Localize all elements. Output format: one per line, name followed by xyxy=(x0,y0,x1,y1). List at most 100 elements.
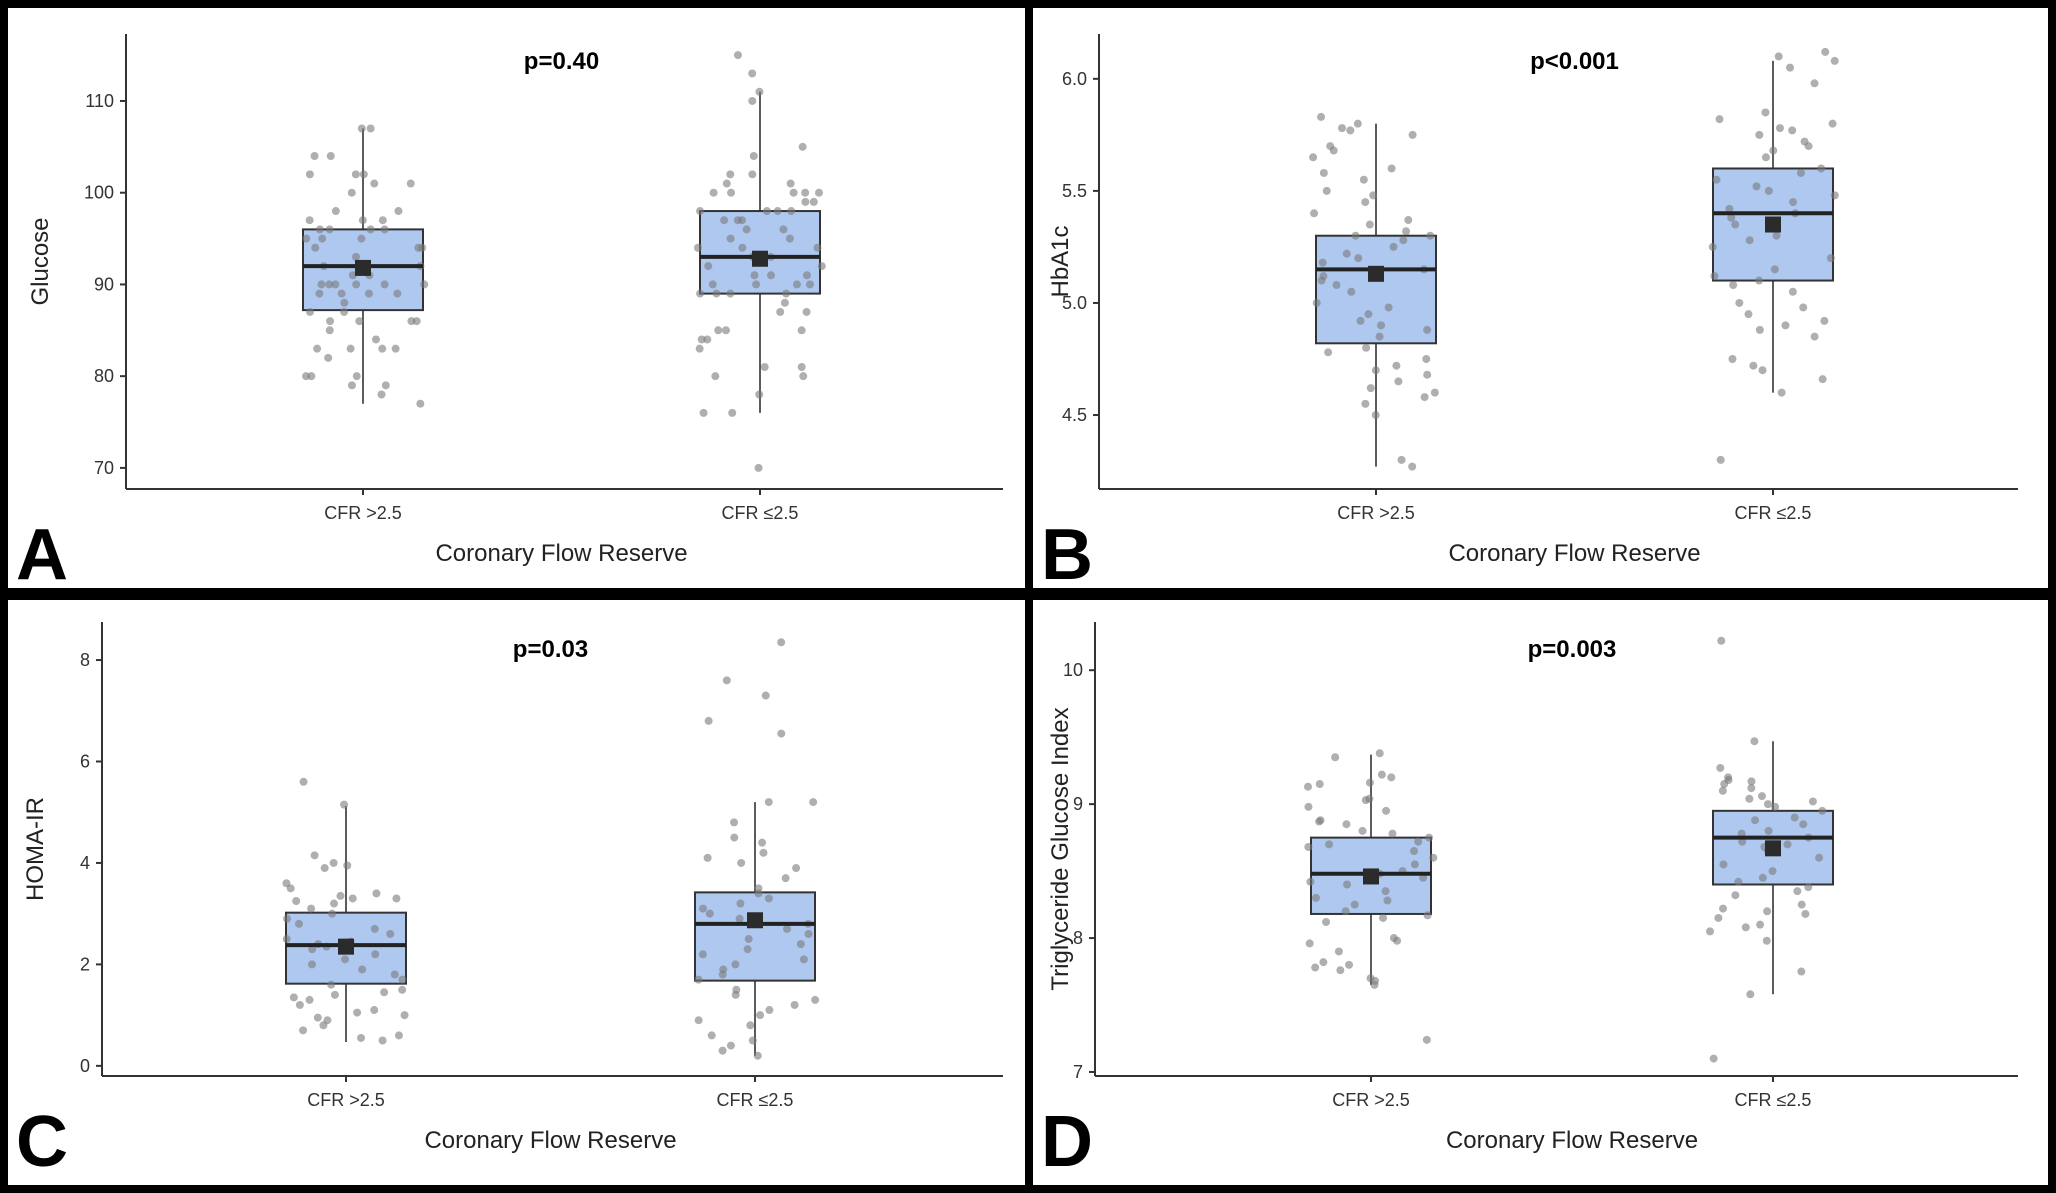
data-point xyxy=(1797,967,1806,976)
data-point xyxy=(730,833,739,842)
data-point xyxy=(1755,276,1764,285)
data-point xyxy=(416,399,425,408)
data-point xyxy=(726,1041,735,1050)
data-point xyxy=(1382,806,1391,815)
data-point xyxy=(696,207,705,216)
data-point xyxy=(295,1000,304,1009)
data-point xyxy=(1422,355,1431,363)
y-axis-title: Triglyceride Glucose Index xyxy=(1047,707,1074,990)
data-point xyxy=(1830,56,1839,65)
data-point xyxy=(346,344,355,353)
data-point xyxy=(1710,272,1719,281)
data-point xyxy=(736,899,745,908)
data-point xyxy=(299,777,308,786)
data-point xyxy=(1315,817,1324,826)
data-point xyxy=(698,950,707,959)
y-axis-title: HbA1c xyxy=(1047,225,1074,297)
data-point xyxy=(320,864,329,873)
data-point xyxy=(694,1016,703,1025)
data-point xyxy=(1796,168,1805,177)
data-point xyxy=(378,1036,387,1045)
data-point xyxy=(1404,216,1413,225)
data-point xyxy=(1749,361,1758,370)
data-point xyxy=(726,289,735,298)
data-point xyxy=(317,280,326,289)
data-point xyxy=(1735,298,1744,307)
data-point xyxy=(811,995,820,1004)
data-point xyxy=(799,955,808,964)
y-tick-label: 9 xyxy=(1073,794,1083,814)
data-point xyxy=(1324,348,1333,357)
data-point xyxy=(1706,927,1715,936)
data-point xyxy=(762,207,771,216)
panel-letter: C xyxy=(16,1102,68,1182)
data-point xyxy=(1410,860,1419,869)
data-point xyxy=(1799,820,1808,829)
data-point xyxy=(329,858,338,867)
data-point xyxy=(1426,231,1435,240)
data-point xyxy=(1304,802,1313,811)
data-point xyxy=(1815,853,1824,862)
data-point xyxy=(1810,332,1819,341)
data-point xyxy=(1341,907,1350,916)
data-point xyxy=(347,188,356,197)
data-point xyxy=(815,188,824,197)
data-point xyxy=(1761,108,1770,117)
data-point xyxy=(1430,388,1439,397)
data-point xyxy=(809,197,818,206)
data-point xyxy=(1781,321,1790,330)
data-point xyxy=(748,69,757,78)
data-point xyxy=(1728,355,1737,363)
data-point xyxy=(1361,796,1370,805)
data-point xyxy=(798,142,807,151)
data-point xyxy=(1365,220,1374,229)
data-point xyxy=(1342,249,1351,258)
p-value-label: p=0.003 xyxy=(1528,636,1617,663)
y-tick-label: 5.0 xyxy=(1062,293,1087,313)
data-point xyxy=(789,188,798,197)
data-point xyxy=(1343,880,1352,889)
mean-marker xyxy=(355,259,371,276)
data-point xyxy=(1329,146,1338,155)
data-point xyxy=(709,188,718,197)
data-point xyxy=(1319,168,1328,177)
y-tick-label: 0 xyxy=(80,1056,90,1076)
data-point xyxy=(418,243,427,252)
data-point xyxy=(1419,873,1428,882)
data-point xyxy=(1336,966,1345,975)
data-point xyxy=(1731,891,1740,900)
data-point xyxy=(737,858,746,867)
data-point xyxy=(1761,153,1770,162)
data-point xyxy=(327,980,336,989)
data-point xyxy=(796,940,805,949)
data-point xyxy=(755,390,764,399)
data-point xyxy=(722,179,731,188)
data-point xyxy=(1783,840,1792,849)
data-point xyxy=(307,960,316,969)
data-point xyxy=(797,326,806,335)
mean-marker xyxy=(747,912,763,929)
data-point xyxy=(714,326,723,335)
data-point xyxy=(1394,377,1403,386)
data-point xyxy=(337,289,346,298)
data-point xyxy=(1370,980,1379,989)
data-point xyxy=(348,894,357,903)
data-point xyxy=(1755,325,1764,334)
data-point xyxy=(693,243,702,252)
panel-letter: D xyxy=(1041,1102,1093,1182)
y-axis-title: HOMA-IR xyxy=(22,797,49,901)
data-point xyxy=(1744,310,1753,319)
data-point xyxy=(756,1011,765,1020)
data-point xyxy=(1789,198,1798,207)
mean-marker xyxy=(1363,868,1379,885)
data-point xyxy=(358,216,367,225)
y-tick-label: 10 xyxy=(1063,660,1083,680)
data-point xyxy=(1361,399,1370,408)
data-point xyxy=(370,179,379,188)
data-point xyxy=(343,861,352,870)
data-point xyxy=(764,894,773,903)
data-point xyxy=(331,280,340,289)
data-point xyxy=(1306,877,1315,886)
data-point xyxy=(311,243,320,252)
chart-c: 0 2 4 6 8 CFR >2.5 CFR ≤2.5 p=0.03 Coronary Flow… xyxy=(16,622,1003,1182)
